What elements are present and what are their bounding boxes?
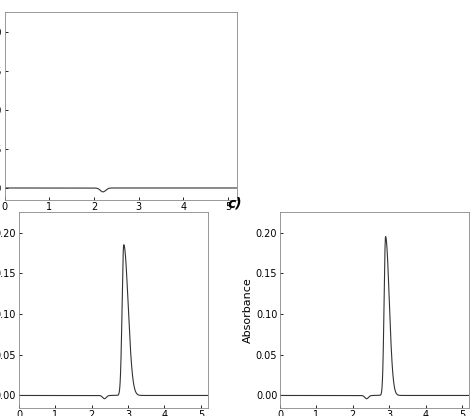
Text: c): c)	[227, 196, 242, 210]
Y-axis label: Absorbance: Absorbance	[243, 277, 253, 343]
X-axis label: Time (min): Time (min)	[91, 215, 151, 225]
